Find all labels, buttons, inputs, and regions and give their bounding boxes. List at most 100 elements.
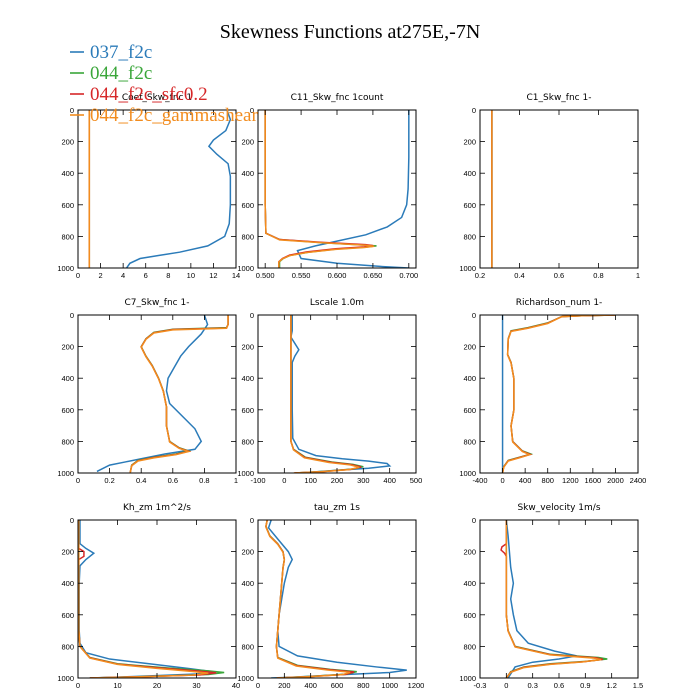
y-tick-label: 400 [61, 374, 74, 383]
x-tick-label: 1600 [585, 476, 602, 485]
x-tick-label: 0 [76, 476, 80, 485]
x-tick-label: 10 [113, 681, 121, 690]
series-line [125, 110, 232, 268]
y-tick-label: 800 [241, 642, 254, 651]
y-tick-label: 200 [463, 548, 476, 557]
x-tick-label: 2400 [630, 476, 647, 485]
x-tick-label: 0 [76, 271, 80, 280]
x-tick-label: 8 [166, 271, 170, 280]
y-tick-label: 800 [463, 232, 476, 241]
y-tick-label: 0 [250, 516, 254, 525]
panel-title: C11_Skw_fnc 1count [291, 93, 384, 103]
x-tick-label: 20 [153, 681, 161, 690]
y-tick-label: 200 [463, 138, 476, 147]
y-tick-label: 0 [250, 106, 254, 115]
panel-title: Skw_velocity 1m/s [517, 503, 600, 513]
x-tick-label: 0 [256, 681, 260, 690]
x-tick-label: 1 [636, 271, 640, 280]
x-tick-label: 1200 [408, 681, 425, 690]
plot-frame [77, 314, 237, 474]
x-tick-label: 0.6 [554, 681, 564, 690]
x-tick-label: 0.9 [580, 681, 590, 690]
y-tick-label: 200 [61, 138, 74, 147]
chart-panel: C1_Skw_fnc 1- 0.2 0.4 0.6 0.8 1 0 200 400 600 800 1… [459, 93, 640, 280]
y-tick-label: 0 [70, 311, 74, 320]
y-tick-label: 800 [61, 232, 74, 241]
chart-panel: C7_Skw_fnc 1- 0 0.2 0.4 0.6 0.8 1 0 200 400 600 800… [57, 298, 238, 485]
plot-frame [479, 109, 639, 269]
legend-label: 044_f2c_sfc0.2 [90, 84, 208, 105]
y-tick-label: 400 [463, 374, 476, 383]
y-tick-label: 1000 [459, 674, 476, 683]
y-tick-label: 1000 [459, 264, 476, 273]
series-line [78, 520, 209, 678]
x-tick-label: 0 [500, 476, 504, 485]
y-tick-label: 600 [61, 406, 74, 415]
series-line [264, 110, 375, 268]
series-line [290, 315, 362, 473]
y-tick-label: 400 [463, 579, 476, 588]
x-tick-label: -400 [472, 476, 487, 485]
x-tick-label: 14 [232, 271, 240, 280]
panel-title: tau_zm 1s [314, 503, 360, 513]
x-tick-label: 30 [192, 681, 200, 690]
legend-label: 037_f2c [90, 42, 152, 63]
y-tick-label: 400 [61, 169, 74, 178]
x-tick-label: 0.6 [168, 476, 178, 485]
series-line [129, 315, 229, 473]
x-tick-label: 0.2 [475, 271, 485, 280]
chart-panel: Richardson_num 1--400 0 400 800 1200 1600 2000… [459, 298, 646, 485]
x-tick-label: 1.5 [633, 681, 643, 690]
plot-frame [479, 314, 639, 474]
legend: 037_f2c044_f2c044_f2c_sfc0.2044_f2c_gamm… [70, 42, 258, 126]
series-line [290, 315, 360, 473]
x-tick-label: 200 [331, 476, 344, 485]
x-tick-label: 1000 [381, 681, 398, 690]
y-tick-label: 0 [250, 311, 254, 320]
panel-title: C7_Skw_fnc 1- [125, 298, 190, 308]
x-tick-label: 600 [331, 681, 344, 690]
panel-title: Lscale 1.0m [310, 298, 364, 308]
y-tick-label: 800 [61, 437, 74, 446]
y-tick-label: 0 [70, 516, 74, 525]
legend-label: 044_f2c_gammashear [90, 105, 258, 126]
y-tick-label: 200 [61, 343, 74, 352]
series-line [265, 520, 357, 678]
x-tick-label: 0.500 [256, 271, 275, 280]
y-tick-label: 800 [463, 437, 476, 446]
x-tick-label: 800 [357, 681, 370, 690]
x-tick-label: 12 [209, 271, 217, 280]
series-line [290, 315, 392, 473]
series-line [500, 520, 604, 678]
chart-panel: Skw_velocity 1m/s -0.3 0 0.3 0.6 0.9 1.2 1.5 0 20… [459, 503, 643, 690]
y-tick-label: 800 [241, 437, 254, 446]
panel-title: Kh_zm 1m^2/s [123, 503, 191, 513]
y-tick-label: 600 [61, 611, 74, 620]
series-line [265, 520, 351, 678]
x-tick-label: 0.6 [554, 271, 564, 280]
x-tick-label: 0.2 [104, 476, 114, 485]
x-tick-label: 0.4 [514, 271, 524, 280]
y-tick-label: 1000 [237, 264, 254, 273]
x-tick-label: 2000 [607, 476, 624, 485]
x-tick-label: 500 [410, 476, 423, 485]
x-tick-label: 0.4 [136, 476, 146, 485]
x-tick-label: 0 [76, 681, 80, 690]
y-tick-label: 800 [463, 642, 476, 651]
series-line [78, 520, 217, 678]
chart-panel: Coef_Skw_fnc 1 0 2 4 6 8 10 12 14 0 200 400 600 800 10… [57, 93, 240, 280]
y-tick-label: 200 [61, 548, 74, 557]
x-tick-label: 0.600 [328, 271, 347, 280]
y-tick-label: 0 [472, 311, 476, 320]
y-tick-label: 1000 [237, 674, 254, 683]
x-tick-label: 0.8 [593, 271, 603, 280]
x-tick-label: 4 [121, 271, 125, 280]
series-line [296, 110, 410, 268]
y-tick-label: 400 [241, 169, 254, 178]
chart-panels: Coef_Skw_fnc 10 2 4 6 8 10 12 14020040060080010… [57, 93, 646, 690]
y-tick-label: 0 [70, 106, 74, 115]
chart-panel: C11_Skw_fnc 1count 0.500 0.550 0.600 0.650 0.… [237, 93, 418, 280]
y-tick-label: 800 [61, 642, 74, 651]
y-tick-label: 200 [241, 343, 254, 352]
